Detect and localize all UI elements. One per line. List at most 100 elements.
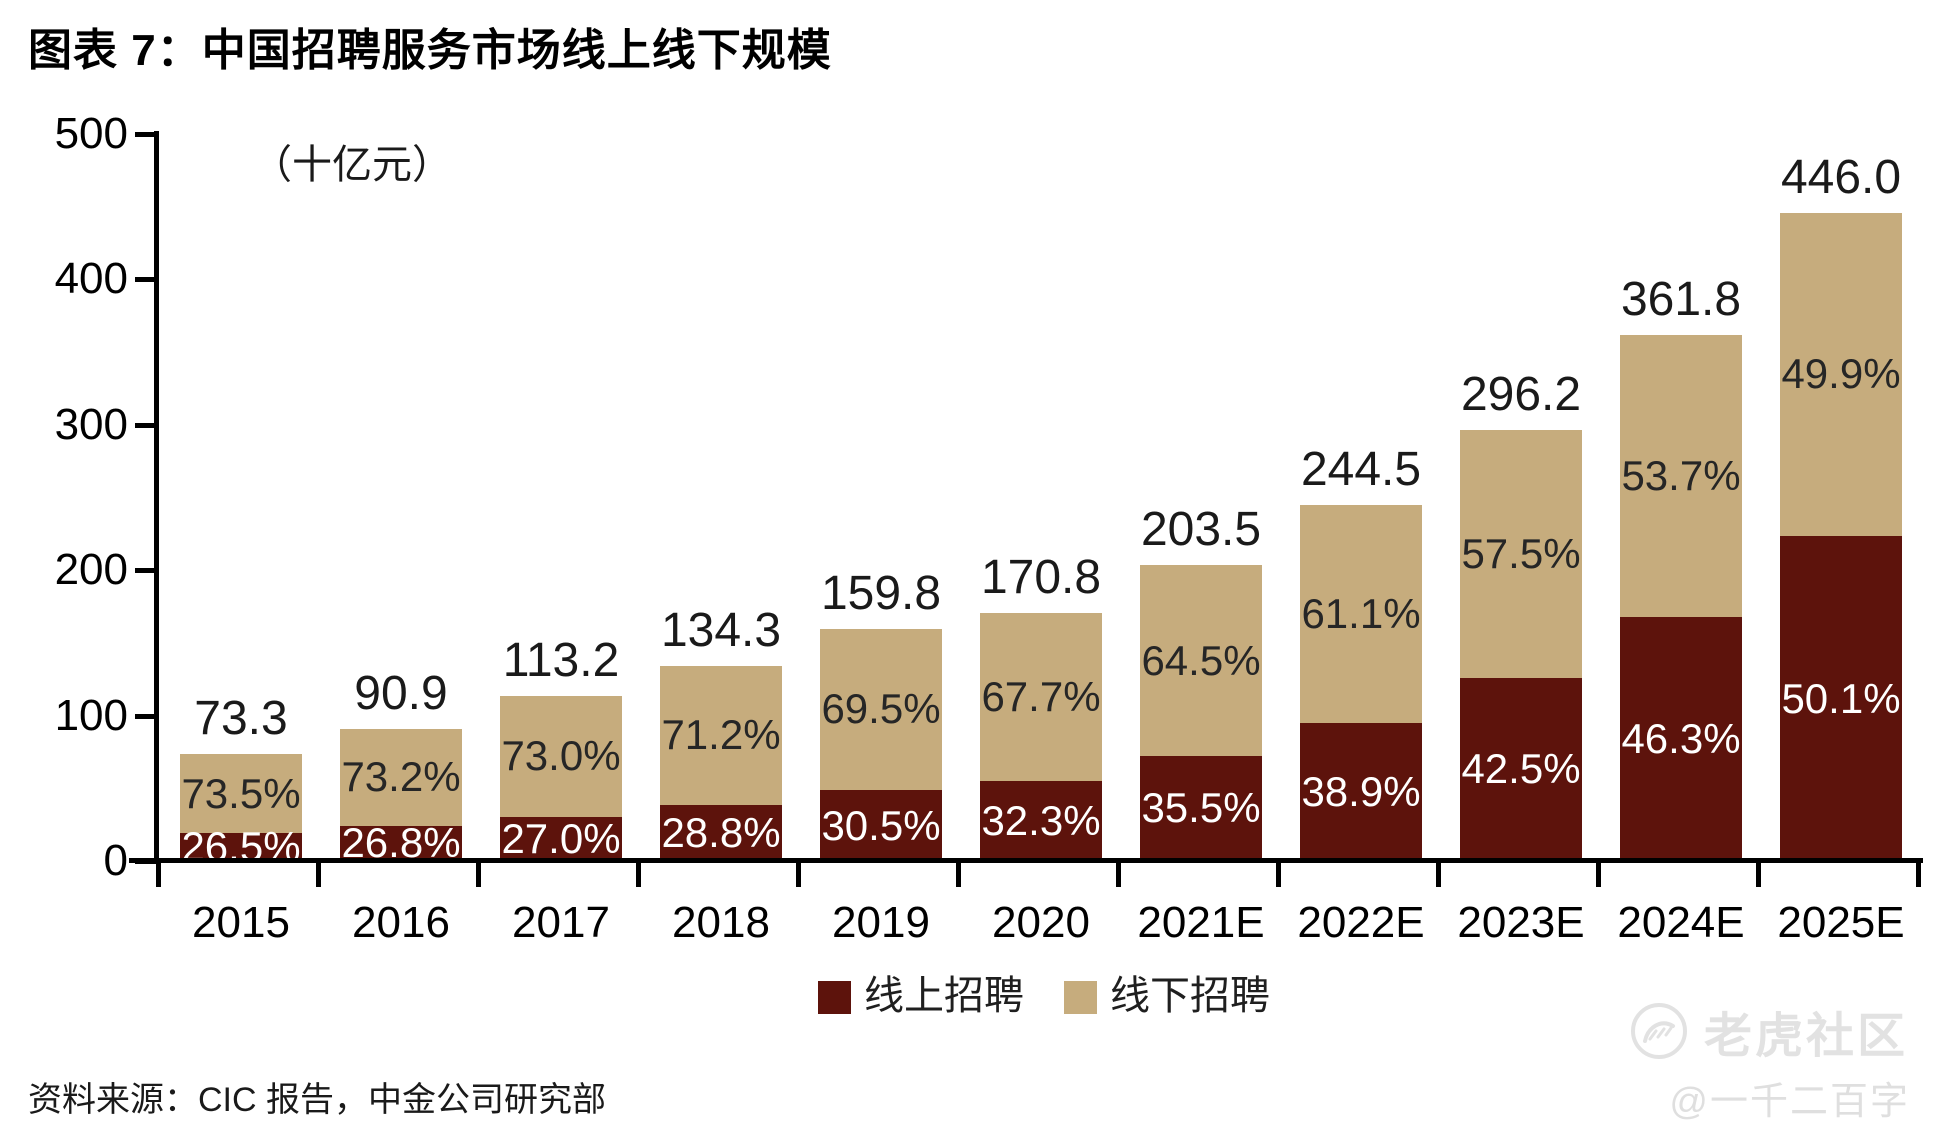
unit-label: （十亿元） (252, 143, 452, 187)
bar-segment-online-2021E: 35.5% (1140, 755, 1262, 861)
bar-segment-offline-2020: 67.7% (980, 612, 1102, 781)
x-tick-label-2022E: 2022E (1297, 898, 1425, 947)
offline-share-label: 49.9% (1781, 350, 1901, 398)
bar-segment-online-2018: 28.8% (660, 804, 782, 861)
bar-segment-offline-2018: 71.2% (660, 665, 782, 805)
y-tick-label: 0 (103, 836, 128, 885)
x-axis (129, 858, 1923, 863)
bar-segment-online-2022E: 38.9% (1300, 722, 1422, 861)
offline-share-label: 64.5% (1141, 636, 1261, 684)
bar-segment-offline-2016: 73.2% (340, 728, 462, 826)
y-tick-mark (135, 132, 159, 137)
bar-total-label-2022E: 244.5 (1300, 443, 1422, 497)
bar-total-label-2020: 170.8 (980, 550, 1102, 604)
y-tick-mark (135, 568, 159, 574)
x-tick-label-2025E: 2025E (1777, 898, 1905, 947)
online-share-label: 46.3% (1621, 715, 1741, 763)
legend-swatch-offline-icon (1064, 981, 1097, 1014)
x-tick-mark (476, 861, 481, 887)
y-tick-label: 300 (54, 399, 128, 449)
watermark: 老虎社区 @一千二百字 (1628, 996, 1928, 1126)
y-tick-label: 500 (54, 109, 128, 158)
online-share-label: 50.1% (1781, 674, 1901, 722)
x-tick-label-2017: 2017 (512, 898, 610, 947)
x-tick-label-2016: 2016 (352, 898, 450, 947)
online-share-label: 38.9% (1301, 767, 1421, 815)
x-tick-label-2015: 2015 (192, 898, 290, 947)
bar-total-label-2018: 134.3 (660, 603, 782, 657)
offline-share-label: 73.5% (181, 769, 301, 817)
x-tick-mark (1756, 861, 1761, 887)
online-share-label: 32.3% (981, 796, 1101, 844)
legend-swatch-online-icon (818, 981, 851, 1014)
y-tick-mark (135, 422, 159, 428)
y-tick-label: 100 (54, 690, 128, 740)
bar-segment-online-2024E: 46.3% (1620, 617, 1742, 861)
bar-total-label-2024E: 361.8 (1620, 272, 1742, 326)
x-tick-mark (636, 861, 641, 887)
bar-segment-online-2017: 27.0% (500, 814, 622, 862)
legend: 线上招聘 线下招聘 (818, 976, 1270, 1019)
legend-label-online: 线上招聘 (864, 974, 1024, 1018)
offline-share-label: 71.2% (661, 711, 781, 759)
x-tick-label-2018: 2018 (672, 898, 770, 947)
offline-share-label: 53.7% (1621, 452, 1741, 500)
bar-segment-online-2015: 26.5% (180, 825, 302, 867)
bar-total-label-2017: 113.2 (502, 634, 620, 688)
x-tick-label-2024E: 2024E (1617, 898, 1745, 947)
x-tick-mark (1276, 861, 1281, 887)
y-tick-label: 200 (54, 545, 128, 595)
bar-segment-online-2023E: 42.5% (1460, 677, 1582, 861)
bar-segment-offline-2015: 73.5% (180, 754, 302, 833)
x-tick-label-2021E: 2021E (1137, 898, 1265, 947)
x-tick-mark (1916, 861, 1921, 887)
online-share-label: 42.5% (1461, 745, 1581, 793)
offline-share-label: 73.2% (341, 753, 461, 801)
tiger-logo-icon (1631, 1003, 1687, 1059)
offline-share-label: 67.7% (981, 672, 1101, 720)
bar-total-label-2016: 90.9 (354, 666, 448, 720)
x-tick-mark (1116, 861, 1121, 887)
online-share-label: 35.5% (1141, 784, 1261, 832)
bar-segment-online-2020: 32.3% (980, 780, 1102, 861)
bar-segment-offline-2021E: 64.5% (1140, 565, 1262, 756)
x-tick-mark (1596, 861, 1601, 887)
x-tick-mark (796, 861, 801, 887)
watermark-community-name: 老虎社区 (1704, 1010, 1909, 1063)
bar-total-label-2025E: 446.0 (1780, 150, 1902, 204)
online-share-label: 27.0% (501, 814, 621, 862)
x-tick-mark (1436, 861, 1441, 887)
bar-segment-offline-2025E: 49.9% (1780, 212, 1902, 537)
online-share-label: 30.5% (821, 801, 941, 849)
legend-label-offline: 线下招聘 (1110, 974, 1270, 1018)
bar-segment-offline-2024E: 53.7% (1620, 334, 1742, 618)
source-note: 资料来源：CIC 报告，中金公司研究部 (28, 1081, 606, 1119)
bar-total-label-2021E: 203.5 (1140, 503, 1262, 557)
watermark-handle: @一千二百字 (1669, 1081, 1910, 1123)
bar-segment-offline-2022E: 61.1% (1300, 505, 1422, 723)
bar-total-label-2019: 159.8 (820, 566, 942, 620)
bar-segment-online-2025E: 50.1% (1780, 536, 1902, 861)
bar-segment-offline-2017: 73.0% (500, 696, 622, 817)
bar-total-label-2023E: 296.2 (1460, 368, 1582, 422)
legend-item-offline: 线下招聘 (1064, 976, 1270, 1019)
x-tick-label-2020: 2020 (992, 898, 1090, 947)
x-tick-label-2019: 2019 (832, 898, 930, 947)
x-tick-label-2023E: 2023E (1457, 898, 1585, 947)
offline-share-label: 73.0% (501, 732, 621, 780)
chart-title: 图表 7：中国招聘服务市场线上线下规模 (28, 26, 832, 75)
offline-share-label: 69.5% (821, 685, 941, 733)
x-tick-mark (316, 861, 321, 887)
bar-segment-online-2016: 26.8% (340, 822, 462, 864)
bar-segment-offline-2023E: 57.5% (1460, 430, 1582, 678)
y-tick-mark (135, 713, 159, 719)
y-tick-mark (135, 277, 159, 283)
online-share-label: 28.8% (661, 808, 781, 856)
x-tick-mark (956, 861, 961, 887)
offline-share-label: 61.1% (1301, 590, 1421, 638)
y-tick-label: 400 (54, 254, 128, 304)
bar-total-label-2015: 73.3 (194, 692, 288, 746)
bar-segment-online-2019: 30.5% (820, 790, 942, 861)
